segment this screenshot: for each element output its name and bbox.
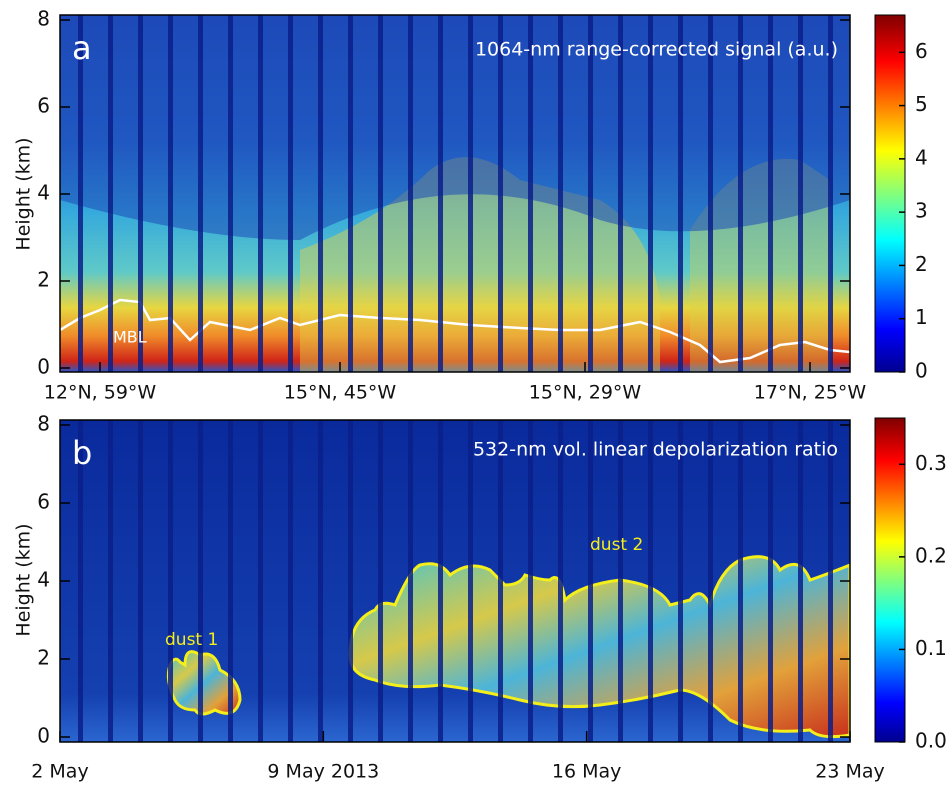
data-gap-stripe	[348, 420, 353, 742]
y-axis-label: Height (km)	[13, 137, 35, 250]
data-gap-stripe	[228, 420, 233, 742]
data-gap-stripe	[828, 420, 833, 742]
data-gap-stripe	[258, 15, 263, 372]
x-tick-label: 16 May	[552, 761, 622, 783]
data-gap-stripe	[648, 420, 653, 742]
data-gap-stripe	[288, 15, 293, 372]
panel-label: b	[72, 434, 92, 472]
colorbar-tick-label: 0.1	[915, 636, 947, 660]
colorbar	[874, 14, 906, 373]
data-gap-stripe	[168, 15, 173, 372]
y-tick-label: 4	[37, 181, 50, 205]
panel-label: a	[72, 29, 92, 67]
data-gap-stripe	[498, 15, 503, 372]
annotation: dust 2	[590, 535, 643, 555]
x-tick-label: 2 May	[31, 761, 88, 783]
data-gap-stripe	[618, 15, 623, 372]
data-gap-stripe	[468, 420, 473, 742]
data-gap-stripe	[678, 15, 683, 372]
data-gap-stripe	[288, 420, 293, 742]
x-tick-label: 15°N, 29°W	[529, 382, 642, 404]
x-tick-label: 12°N, 59°W	[44, 382, 157, 404]
data-gap-stripe	[108, 420, 113, 742]
y-tick-label: 4	[37, 568, 50, 592]
data-gap-stripe	[318, 420, 323, 742]
colorbar-tick-label: 6	[915, 39, 928, 63]
data-gap-stripe	[708, 420, 713, 742]
chart-title: 532-nm vol. linear depolarization ratio	[473, 439, 838, 461]
colorbar-tick-label: 0	[915, 359, 928, 383]
data-gap-stripe	[348, 15, 353, 372]
data-gap-stripe	[648, 15, 653, 372]
y-tick-label: 8	[37, 7, 50, 31]
y-axis-label: Height (km)	[13, 523, 35, 636]
data-gap-stripe	[708, 15, 713, 372]
colorbar-tick-label: 3	[915, 199, 928, 223]
data-gap-stripe	[798, 420, 803, 742]
y-tick-label: 0	[37, 355, 50, 379]
data-gap-stripe	[78, 15, 83, 372]
annotation: MBL	[113, 328, 147, 347]
data-gap-stripe	[438, 15, 443, 372]
data-gap-stripe	[798, 15, 803, 372]
panel-b-image	[60, 420, 850, 742]
x-tick-label: 9 May 2013	[267, 761, 379, 783]
data-gap-stripe	[768, 15, 773, 372]
y-tick-label: 6	[37, 94, 50, 118]
data-gap-stripe	[738, 420, 743, 742]
data-gap-stripe	[258, 420, 263, 742]
chart-title: 1064-nm range-corrected signal (a.u.)	[475, 39, 838, 61]
data-gap-stripe	[438, 420, 443, 742]
colorbar-tick-label: 0.3	[915, 451, 947, 475]
data-gap-stripe	[198, 15, 203, 372]
data-gap-stripe	[528, 15, 533, 372]
data-gap-stripe	[768, 420, 773, 742]
x-tick-label: 15°N, 45°W	[284, 382, 397, 404]
annotation: dust 1	[165, 630, 218, 650]
x-tick-label: 17°N, 25°W	[754, 382, 867, 404]
data-gap-stripe	[378, 15, 383, 372]
panel-a-image	[60, 15, 850, 372]
colorbar-tick-label: 5	[915, 92, 928, 116]
data-gap-stripe	[738, 15, 743, 372]
data-gap-stripe	[408, 420, 413, 742]
data-gap-stripe	[528, 420, 533, 742]
colorbar	[874, 417, 906, 743]
data-gap-stripe	[408, 15, 413, 372]
data-gap-stripe	[198, 420, 203, 742]
y-tick-label: 8	[37, 412, 50, 436]
data-gap-stripe	[588, 420, 593, 742]
data-gap-stripe	[678, 420, 683, 742]
colorbar-tick-label: 4	[915, 145, 928, 169]
x-tick-label: 23 May	[815, 761, 885, 783]
data-gap-stripe	[588, 15, 593, 372]
data-gap-stripe	[138, 15, 143, 372]
data-gap-stripe	[618, 420, 623, 742]
data-gap-stripe	[228, 15, 233, 372]
y-tick-label: 2	[37, 646, 50, 670]
y-tick-label: 0	[37, 724, 50, 748]
colorbar-tick-label: 0.0	[915, 729, 947, 753]
data-gap-stripe	[558, 420, 563, 742]
data-gap-stripe	[828, 15, 833, 372]
data-gap-stripe	[78, 420, 83, 742]
data-gap-stripe	[498, 420, 503, 742]
data-gap-stripe	[108, 15, 113, 372]
data-gap-stripe	[168, 420, 173, 742]
colorbar-tick-label: 1	[915, 305, 928, 329]
y-tick-label: 2	[37, 268, 50, 292]
data-gap-stripe	[138, 420, 143, 742]
colorbar-tick-label: 2	[915, 252, 928, 276]
data-gap-stripe	[318, 15, 323, 372]
y-tick-label: 6	[37, 490, 50, 514]
colorbar-tick-label: 0.2	[915, 543, 947, 567]
data-gap-stripe	[558, 15, 563, 372]
data-gap-stripe	[378, 420, 383, 742]
data-gap-stripe	[468, 15, 473, 372]
